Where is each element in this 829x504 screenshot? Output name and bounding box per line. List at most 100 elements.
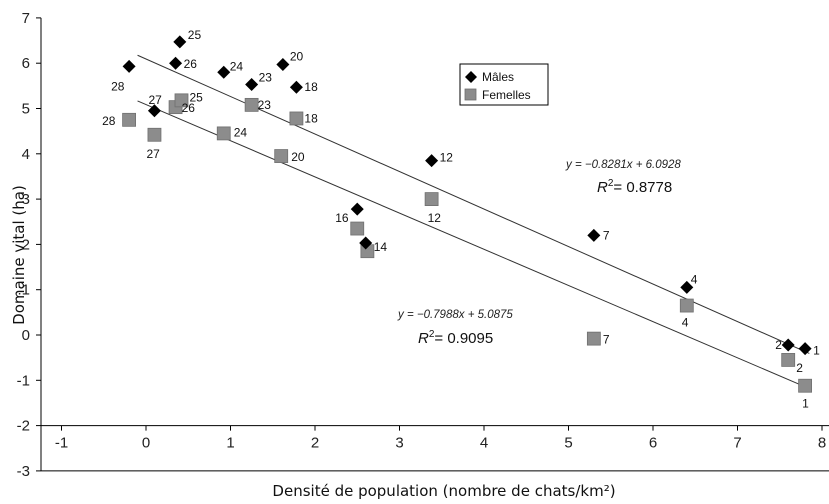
female-point [244,97,259,112]
male-point-label: 26 [184,57,198,71]
female-point [424,192,439,207]
female-point [174,93,189,108]
female-point [679,298,694,313]
r-squared-males-value: = 0.8778 [613,179,672,196]
male-point-label: 7 [603,228,610,242]
male-point [173,35,187,49]
legend-male-diamond-icon [465,71,477,83]
y-tick-label: -2 [17,418,30,435]
female-point-label: 24 [234,125,248,139]
male-point-label: 23 [259,70,273,84]
trendline-females [137,100,810,390]
y-tick-label: 4 [22,146,30,163]
male-point [798,342,812,356]
male-point-label: 2 [775,338,782,352]
male-point-label: 16 [335,211,349,225]
x-tick-label: 0 [142,435,150,452]
female-point-label: 2 [796,361,803,375]
male-point [350,202,364,216]
female-point [350,221,365,236]
female-point-label: 4 [682,316,689,330]
x-tick-label: 4 [480,435,488,452]
female-point [289,111,304,126]
x-tick-label: 3 [395,435,403,452]
equation-females-group: y = −0.7988x + 5.0875 R2= 0.9095 [397,309,513,347]
x-tick-label: 6 [649,435,657,452]
female-point-label: 27 [146,147,160,161]
r-squared-females-prefix: R [418,330,429,347]
male-point [425,154,439,168]
y-tick-label: 3 [22,191,30,208]
x-tick-label: 5 [564,435,572,452]
y-tick-label: 7 [22,10,30,27]
point-labels-layer: 2827262524232018127421282726252423201812… [102,28,820,411]
male-point [276,58,290,72]
y-tick-label: 6 [22,55,30,72]
male-point-label: 24 [230,59,244,73]
male-point-label: 18 [304,80,318,94]
female-point-label: 1 [802,397,809,411]
x-axis-title: Densité de population (nombre de chats/k… [272,482,615,500]
male-point-label: 14 [374,240,388,254]
female-point [781,353,796,367]
male-point [359,236,373,250]
female-point [147,127,162,142]
male-point [122,59,136,73]
female-point-label: 12 [428,211,442,225]
female-point [586,331,601,346]
r-squared-females: R2= 0.9095 [418,329,493,347]
female-point-label: 26 [182,101,196,115]
female-point [122,112,136,127]
y-tick-label: -1 [17,372,30,389]
female-point-label: 7 [603,333,610,347]
legend-label-males: Mâles [482,70,514,84]
legend: Mâles Femelles [459,63,549,106]
female-point-label: 20 [291,150,305,164]
legend-female-square-icon [464,88,477,101]
female-point [274,149,289,163]
female-point-label: 18 [304,111,318,125]
y-tick-label: -3 [17,463,30,480]
equation-males-group: y = −0.8281x + 6.0928 R2= 0.8778 [565,159,681,196]
y-axis-title: Domaine vital (ha) [10,185,28,325]
y-tick-label: 0 [22,327,30,344]
r-squared-males: R2= 0.8778 [597,178,672,196]
female-point [798,378,812,393]
male-point [680,280,694,294]
x-tick-label: 2 [311,435,319,452]
female-point [216,126,231,141]
legend-label-females: Femelles [482,88,531,102]
equation-females: y = −0.7988x + 5.0875 [397,309,513,321]
male-point [147,104,161,118]
male-point-label: 4 [691,272,698,286]
male-point-label: 20 [290,50,304,64]
x-tick-label: 8 [818,435,826,452]
y-tick-label: 2 [22,236,30,253]
r-squared-females-exp: 2 [429,329,435,340]
x-tick-label: 7 [733,435,741,452]
male-point [587,228,601,242]
male-point [781,338,795,352]
male-point-label: 27 [148,93,162,107]
female-point-label: 25 [189,90,203,104]
y-tick-label: 5 [22,101,30,118]
x-tick-label: 1 [226,435,234,452]
r-squared-males-prefix: R [597,179,608,196]
male-point [217,65,231,79]
y-tick-label: :1 [17,282,30,299]
r-squared-males-exp: 2 [608,178,614,189]
male-point-label: 25 [188,28,202,42]
male-point-label: 12 [440,151,454,165]
male-point [245,77,259,91]
male-point [169,56,183,70]
female-point-label: 23 [258,98,272,112]
male-point-label: 1 [813,344,820,358]
points-layer [122,35,812,393]
x-tick-label: -1 [55,435,68,452]
equation-males: y = −0.8281x + 6.0928 [565,159,681,171]
male-point [289,80,303,94]
r-squared-females-value: = 0.9095 [434,330,493,347]
male-point-label: 28 [111,79,125,93]
